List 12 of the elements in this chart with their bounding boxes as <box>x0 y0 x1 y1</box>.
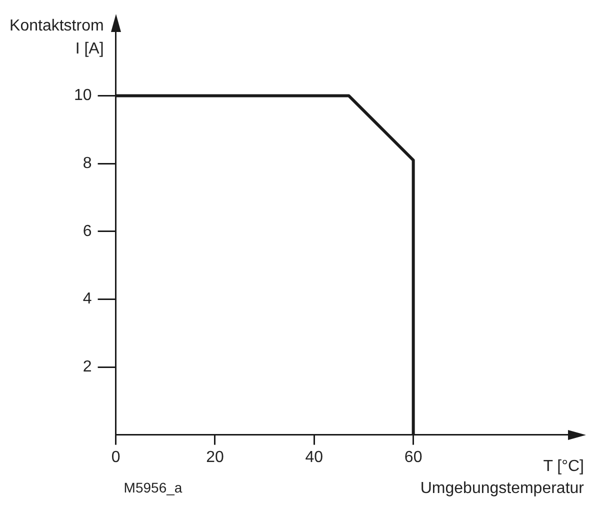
y-tick-label: 8 <box>82 155 92 172</box>
x-tick-label: 20 <box>206 448 224 466</box>
y-tick-label: 6 <box>82 222 92 240</box>
y-tick-label: 10 <box>74 87 92 104</box>
x-axis-title: T [°C] Umgebungstemperatur <box>420 458 585 498</box>
y-tick-label: 4 <box>82 290 92 308</box>
x-tick-label: 40 <box>305 448 324 466</box>
text: M5956_a <box>124 480 182 496</box>
x-tick-label: 0 <box>111 448 120 466</box>
x-tick-label: 60 <box>404 448 422 466</box>
y-axis-title: Kontaktstrom I [A] <box>10 17 104 58</box>
y-tick-label: 2 <box>82 358 92 376</box>
